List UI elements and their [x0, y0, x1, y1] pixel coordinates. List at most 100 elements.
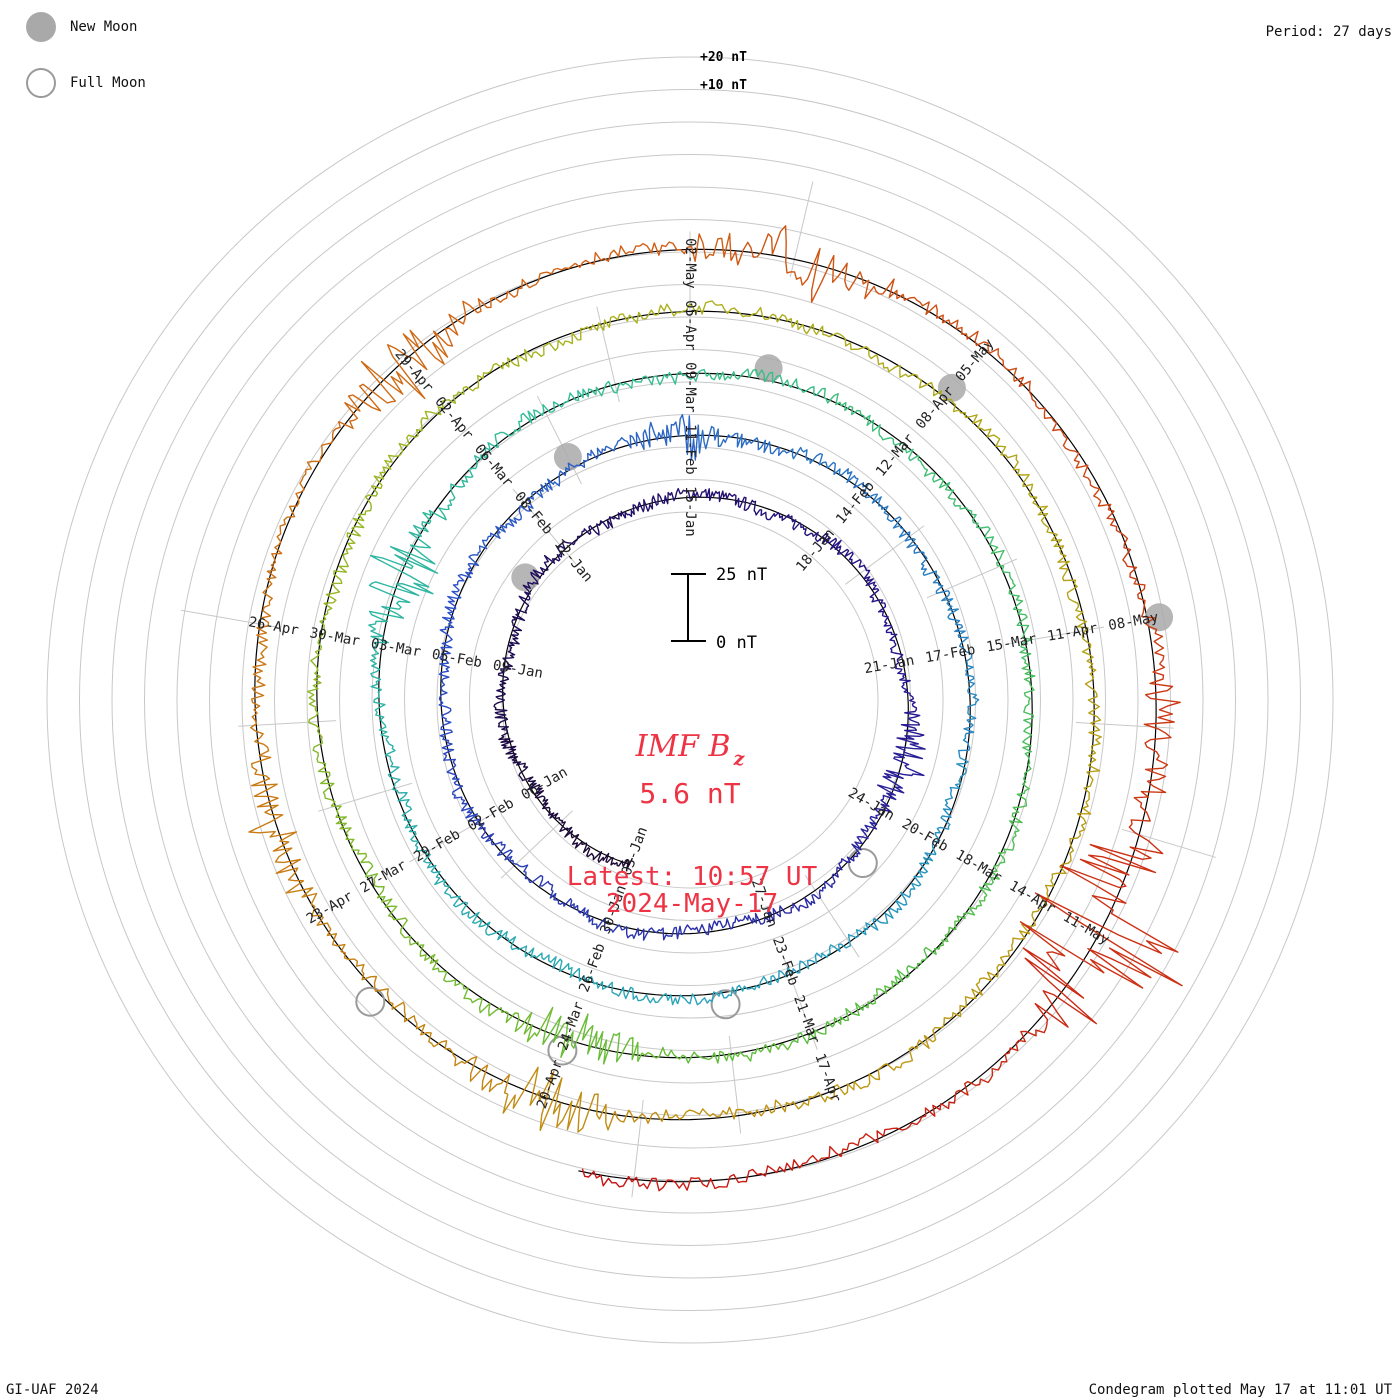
- bz-segment: [676, 974, 780, 1006]
- date-label: 11-Feb: [682, 424, 698, 475]
- bz-segment: [389, 1001, 511, 1095]
- new-moon-swatch-icon: [26, 12, 56, 42]
- bz-segment: [498, 731, 541, 791]
- bz-segment: [462, 327, 585, 392]
- week-spoke: [728, 1036, 742, 1134]
- bz-segment: [482, 921, 580, 979]
- legend-new-moon-label: New Moon: [70, 19, 138, 35]
- full-moon-swatch-icon: [26, 68, 56, 98]
- latest-time: Latest: 10:57 UT: [567, 862, 818, 892]
- full-moon-marker-icon: [355, 986, 386, 1017]
- legend-full-moon: Full Moon: [26, 68, 146, 98]
- bz-segment: [603, 918, 687, 941]
- bz-segment: [432, 967, 554, 1043]
- bz-segment: [760, 509, 831, 545]
- bz-segment: [323, 485, 379, 612]
- bz-segment: [624, 487, 693, 519]
- date-labels: 03-Jan06-Jan09-Jan12-Jan15-Jan18-Jan21-J…: [247, 238, 1159, 1111]
- bz-segment: [581, 1168, 641, 1188]
- bz-segment: [871, 493, 928, 576]
- bz-segment: [306, 610, 329, 741]
- full-moon-marker-icon: [710, 989, 741, 1020]
- bz-segment: [639, 1159, 807, 1192]
- bz-segment: [370, 628, 390, 740]
- bz-segment: [595, 368, 708, 397]
- grid-ring: [469, 479, 911, 921]
- date-label: 26-Apr: [247, 614, 300, 639]
- date-label: 14-Apr: [1006, 878, 1058, 917]
- bz-segment: [826, 536, 880, 599]
- new-moon-marker-icon: [754, 354, 783, 383]
- date-label: 05-Apr: [682, 300, 698, 351]
- week-spoke: [1007, 626, 1105, 645]
- bz-segment: [441, 736, 479, 822]
- date-label: 08-Feb: [511, 489, 556, 538]
- bz-segment: [697, 424, 790, 457]
- scale-bar: 25 nT 0 nT: [671, 565, 767, 653]
- bz-segment: [978, 778, 1030, 896]
- bz-segment: [882, 278, 1018, 382]
- bz-segment: [822, 387, 919, 462]
- bz-trace: [248, 225, 1183, 1192]
- current-value: 5.6 nT: [639, 777, 740, 810]
- bz-segment: [439, 563, 474, 651]
- scale-bar-bottom-label: 0 nT: [716, 633, 757, 653]
- bz-segment: [730, 225, 883, 303]
- week-spoke: [845, 525, 925, 585]
- bz-segment: [248, 737, 304, 882]
- bz-segment: [865, 852, 937, 931]
- grid-ring: [501, 511, 879, 889]
- date-label: 03-Mar: [370, 636, 423, 661]
- week-spoke: [512, 488, 577, 565]
- grid-ring: [404, 414, 976, 986]
- grid-ring: [371, 381, 1009, 1019]
- grid-ring: [176, 186, 1204, 1214]
- grid-ring: [339, 349, 1041, 1051]
- bz-segment: [931, 756, 969, 855]
- bz-segment: [414, 840, 484, 928]
- grid-ring: [436, 446, 944, 954]
- date-label: 17-Feb: [924, 642, 977, 667]
- grid-ring: [144, 154, 1236, 1246]
- bz-segment: [529, 874, 606, 930]
- bz-segment: [965, 414, 1050, 529]
- bz-segment: [571, 834, 634, 871]
- bz-segment: [467, 496, 534, 567]
- bz-segment: [533, 785, 577, 839]
- bz-segment: [518, 545, 566, 607]
- date-label: 08-May: [1107, 610, 1160, 635]
- bz-segment: [873, 743, 926, 815]
- bz-segment: [895, 666, 925, 745]
- bz-segment: [791, 975, 899, 1045]
- week-spoke: [409, 812, 495, 863]
- bz-segment: [578, 968, 679, 1006]
- new-moon-marker-icon: [1145, 603, 1174, 632]
- bz-segment: [542, 1013, 669, 1065]
- bz-segment: [326, 329, 449, 445]
- bz-segment: [764, 875, 836, 923]
- bz-segment: [562, 510, 627, 550]
- new-moon-marker-icon: [553, 443, 582, 471]
- outer-scale-labels: +20 nT +10 nT: [700, 50, 747, 93]
- scale-plus20-label: +20 nT: [700, 50, 747, 65]
- bz-segment: [502, 1066, 657, 1133]
- date-label: 30-Mar: [308, 625, 361, 650]
- bz-segment: [360, 861, 439, 971]
- date-label: 09-Jan: [492, 657, 545, 682]
- date-label: 02-Apr: [431, 394, 476, 443]
- date-label: 11-Apr: [1046, 620, 1099, 645]
- legend-full-moon-label: Full Moon: [70, 75, 146, 91]
- bz-segment: [529, 446, 607, 500]
- bz-segment: [384, 739, 419, 842]
- date-label: 15-Mar: [985, 631, 1038, 656]
- bz-segment: [805, 1091, 957, 1164]
- week-spoke: [596, 306, 620, 403]
- bz-segment: [421, 442, 499, 533]
- full-moon-marker-icon: [847, 848, 878, 878]
- bz-segment: [1013, 376, 1112, 510]
- bz-segment: [990, 545, 1033, 661]
- baseline-spiral: [254, 248, 1157, 1183]
- chart-title-main: IMF B: [635, 729, 731, 764]
- bz-segment: [1019, 823, 1183, 989]
